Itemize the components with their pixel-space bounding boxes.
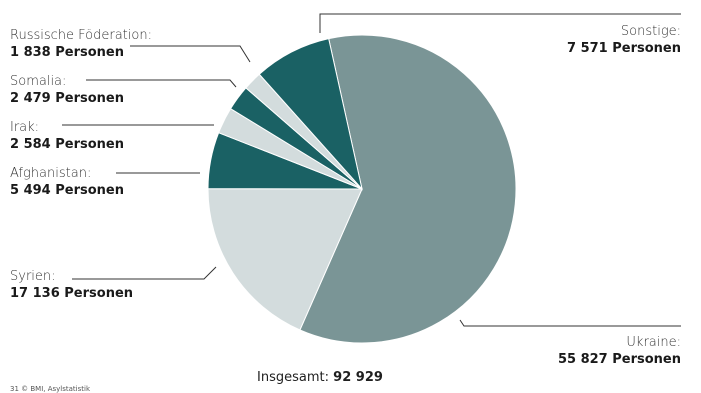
label-ukraine-value: 55 827 Personen xyxy=(558,351,681,368)
label-syrien-value: 17 136 Personen xyxy=(10,285,133,302)
label-russia-name: Russische Föderation: xyxy=(10,27,152,44)
label-irak-name: Irak: xyxy=(10,119,124,136)
total-label: Insgesamt: 92 929 xyxy=(0,370,640,385)
label-ukraine: Ukraine: 55 827 Personen xyxy=(558,334,681,368)
label-sonstige-name: Sonstige: xyxy=(567,23,681,40)
label-somalia: Somalia: 2 479 Personen xyxy=(10,73,124,107)
label-afghanistan: Afghanistan: 5 494 Personen xyxy=(10,165,124,199)
label-syrien-name: Syrien: xyxy=(10,268,133,285)
label-ukraine-name: Ukraine: xyxy=(558,334,681,351)
label-russia: Russische Föderation: 1 838 Personen xyxy=(10,27,152,61)
leader-ukraine xyxy=(460,320,681,326)
source-note: 31 © BMI, Asylstatistik xyxy=(10,385,90,393)
label-sonstige-value: 7 571 Personen xyxy=(567,40,681,57)
label-somalia-value: 2 479 Personen xyxy=(10,90,124,107)
label-sonstige: Sonstige: 7 571 Personen xyxy=(567,23,681,57)
label-afghanistan-value: 5 494 Personen xyxy=(10,182,124,199)
label-afghanistan-name: Afghanistan: xyxy=(10,165,124,182)
label-irak-value: 2 584 Personen xyxy=(10,136,124,153)
label-syrien: Syrien: 17 136 Personen xyxy=(10,268,133,302)
label-irak: Irak: 2 584 Personen xyxy=(10,119,124,153)
total-value: 92 929 xyxy=(333,370,383,385)
label-somalia-name: Somalia: xyxy=(10,73,124,90)
total-text: Insgesamt: xyxy=(257,370,329,385)
label-russia-value: 1 838 Personen xyxy=(10,44,152,61)
